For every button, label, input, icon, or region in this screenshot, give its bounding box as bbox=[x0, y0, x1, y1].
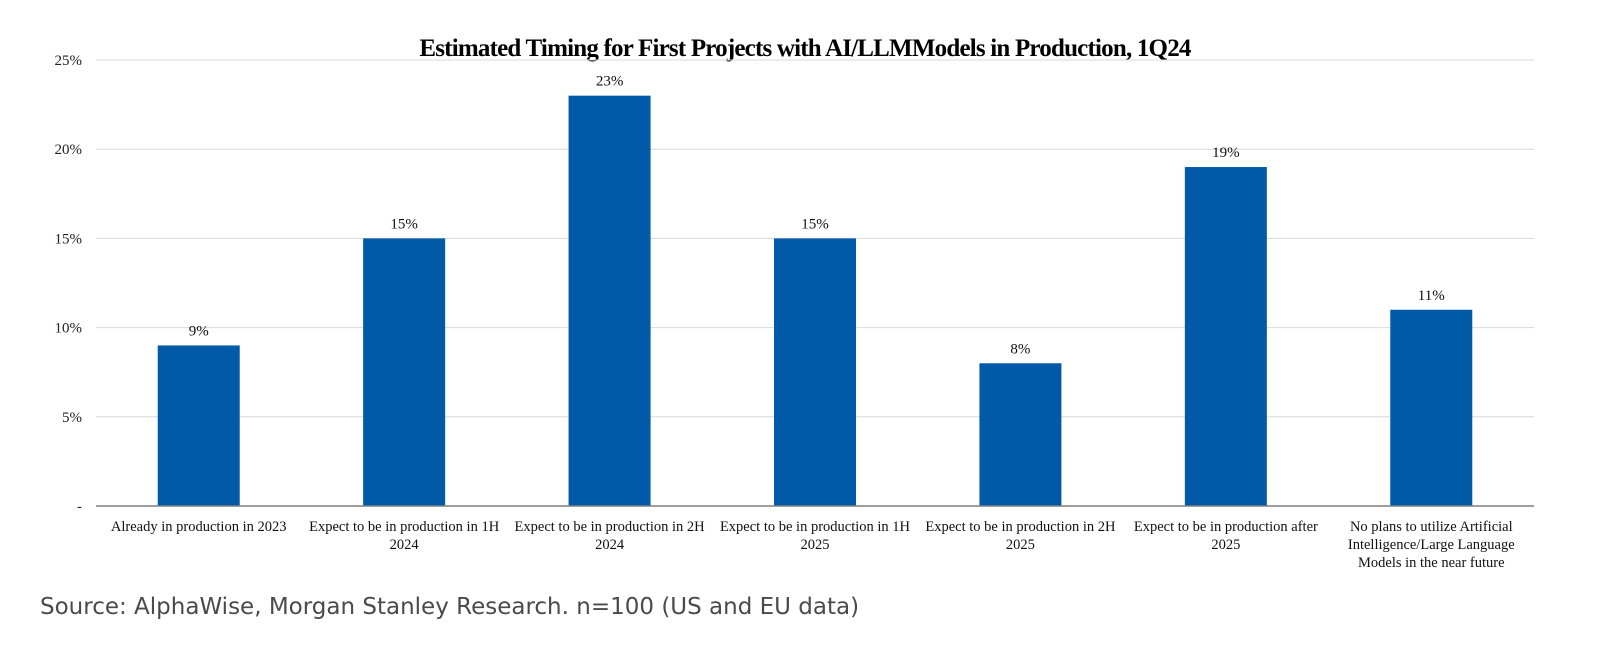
y-tick-label: 10% bbox=[55, 321, 83, 337]
data-labels: 9% 15% 23% 15% 8% 19% 11% bbox=[189, 74, 1445, 358]
bars bbox=[157, 95, 1473, 507]
bar bbox=[1390, 309, 1473, 506]
data-label: 19% bbox=[1212, 145, 1240, 161]
x-tick-label: Expect to be in production in 1H 2024 bbox=[309, 519, 500, 553]
chart-title: Estimated Timing for First Projects with… bbox=[419, 35, 1192, 62]
bar bbox=[1184, 167, 1267, 507]
data-label: 9% bbox=[189, 323, 209, 339]
x-tick-label: Expect to be in production in 2H 2025 bbox=[925, 519, 1116, 553]
bar bbox=[774, 238, 856, 506]
y-tick-label: 5% bbox=[62, 410, 82, 426]
data-label: 15% bbox=[801, 216, 829, 232]
x-tick-label: Expect to be in production after 2025 bbox=[1134, 519, 1318, 553]
y-tick-label: 15% bbox=[55, 231, 83, 247]
source-note: Source: AlphaWise, Morgan Stanley Resear… bbox=[40, 594, 860, 620]
y-axis-ticks: - 5% 10% 15% 20% 25% bbox=[55, 53, 83, 515]
x-tick-label: Expect to be in production in 1H 2025 bbox=[720, 519, 911, 553]
y-tick-label: 20% bbox=[55, 142, 83, 158]
x-tick-label: Expect to be in production in 2H 2024 bbox=[515, 519, 706, 553]
bar bbox=[363, 238, 446, 506]
data-label: 15% bbox=[390, 216, 418, 232]
data-label: 23% bbox=[596, 74, 624, 90]
y-tick-label: 25% bbox=[55, 53, 83, 69]
bar-chart-svg: Estimated Timing for First Projects with… bbox=[55, 35, 1534, 571]
data-label: 8% bbox=[1010, 341, 1030, 357]
y-tick-label: - bbox=[77, 499, 82, 515]
bar bbox=[979, 363, 1062, 506]
data-label: 11% bbox=[1418, 288, 1445, 304]
bar bbox=[157, 345, 240, 506]
bar bbox=[568, 95, 651, 507]
x-tick-label: Already in production in 2023 bbox=[111, 519, 287, 535]
x-axis-categories: Already in production in 2023 Expect to b… bbox=[111, 519, 1515, 571]
x-tick-label: No plans to utilize Artificial Intelligen… bbox=[1348, 519, 1515, 571]
